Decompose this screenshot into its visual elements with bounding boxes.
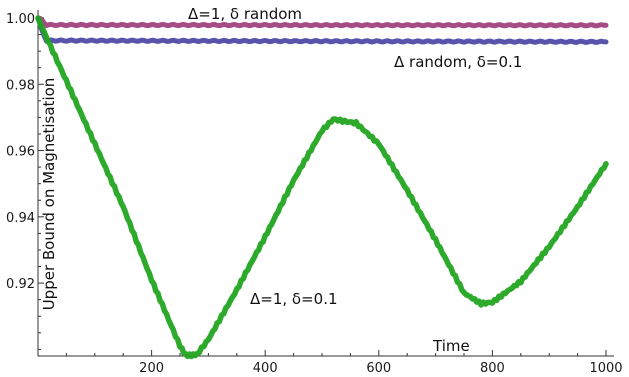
series-lines [35,15,609,360]
x-tick-label: 400 [253,361,278,376]
x-tick-label: 600 [366,361,391,376]
y-axis-title: Upper Bound on Magnetisation [40,78,58,311]
series-label-delta-random-delta-0-1: Δ random, δ=0.1 [394,53,522,71]
y-tick-label: 0.92 [6,277,35,292]
x-tick-label: 800 [480,361,505,376]
series-label-delta-1-delta-random: Δ=1, δ random [188,5,302,23]
y-tick-label: 0.98 [6,78,35,93]
x-tick-label: 1000 [589,361,622,376]
y-tick-label: 0.96 [6,145,35,160]
series-label-delta-1-delta-0-1: Δ=1, δ=0.1 [250,290,338,308]
series-line-2 [35,15,609,360]
x-axis-title: Time [432,337,470,355]
y-tick-label: 0.94 [6,211,35,226]
x-tick-label: 200 [139,361,164,376]
tick-marks [38,17,607,356]
series-line-1 [35,15,609,45]
tick-labels: 200 400 600 800 1000 0.92 0.94 0.96 0.98 1.00 [6,12,623,376]
y-tick-label: 1.00 [6,12,35,27]
series-line-0 [35,15,609,29]
